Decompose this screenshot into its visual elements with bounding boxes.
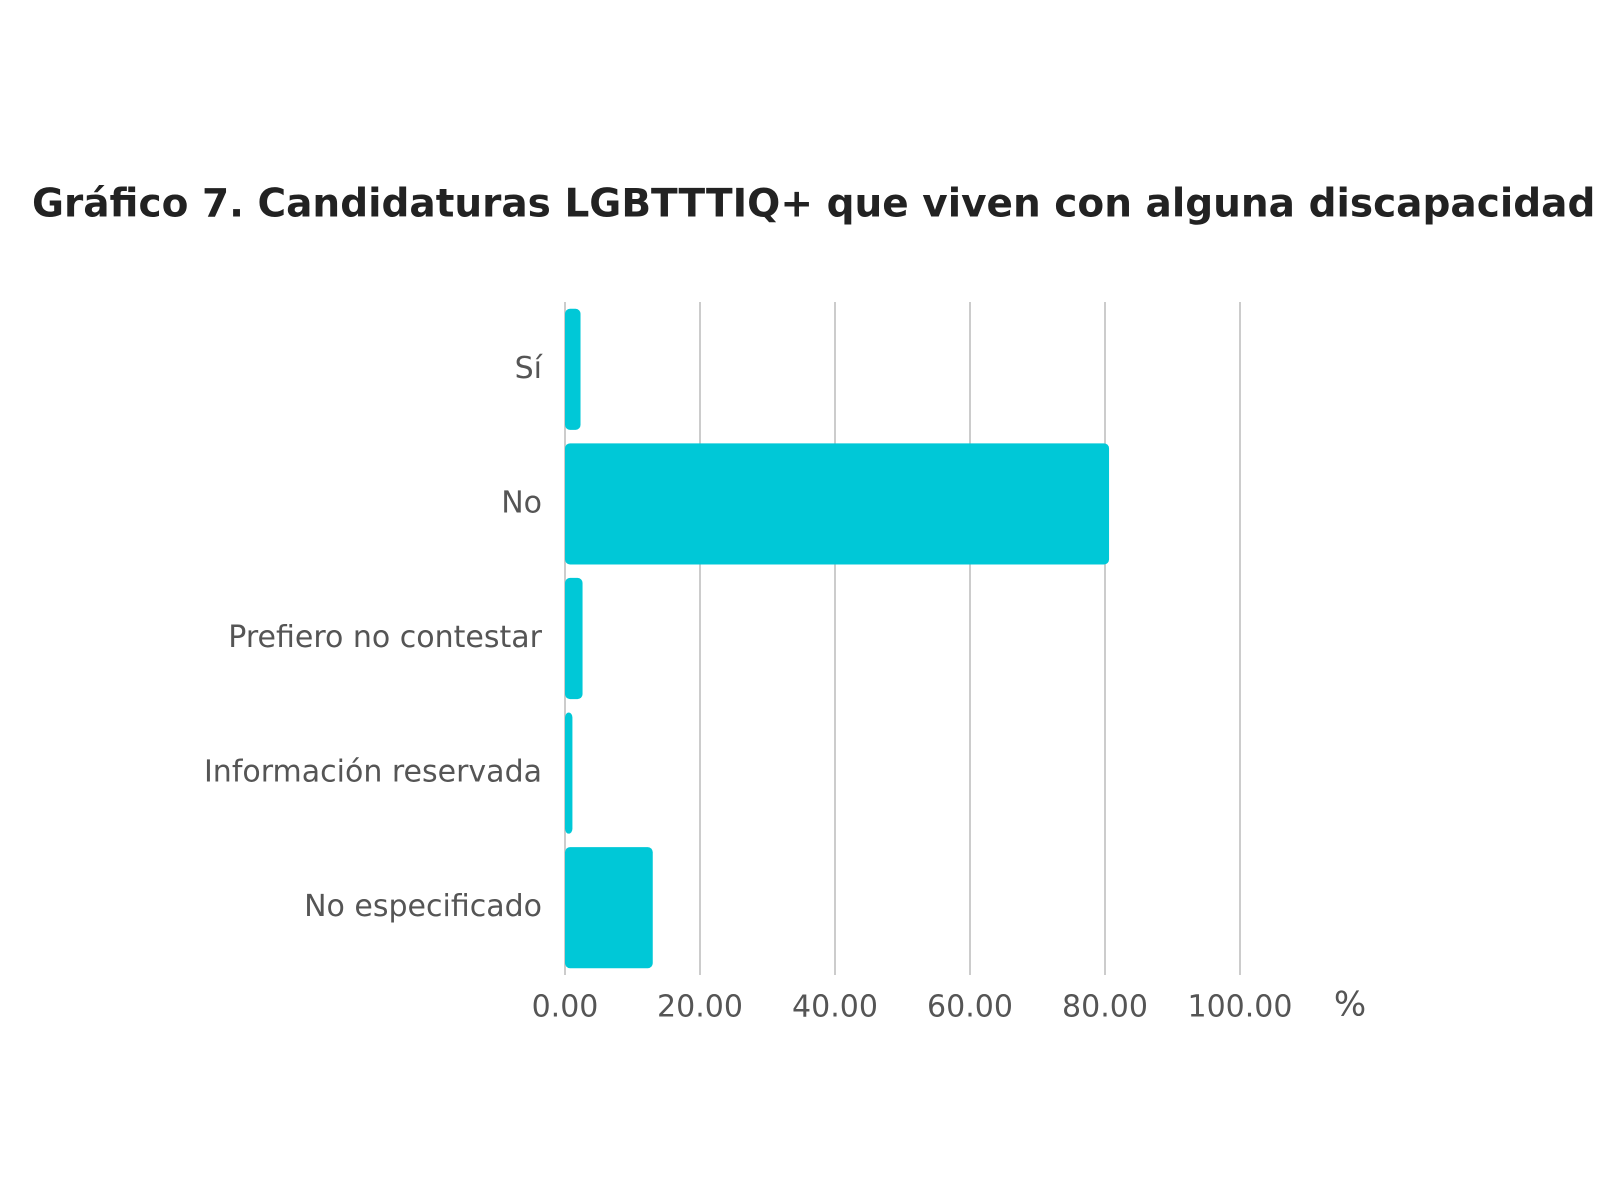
x-tick-label: 60.00	[927, 990, 1013, 1025]
x-tick-label: 100.00	[1188, 990, 1293, 1025]
y-tick-label: Sí	[515, 351, 544, 386]
bar	[565, 308, 581, 430]
y-tick-label: No	[501, 485, 542, 520]
chart-title: Gráfico 7. Candidaturas LGBTTTIQ+ que vi…	[32, 182, 1595, 227]
y-tick-label: No especificado	[304, 889, 542, 924]
bar	[565, 847, 653, 969]
bar	[565, 712, 573, 834]
y-tick-label: Prefiero no contestar	[228, 620, 542, 655]
x-axis-label: %	[1334, 985, 1366, 1025]
x-tick-label: 40.00	[792, 990, 878, 1025]
y-tick-label: Información reservada	[204, 755, 542, 790]
x-tick-label: 0.00	[532, 990, 599, 1025]
x-tick-label: 20.00	[657, 990, 743, 1025]
bar	[565, 577, 583, 700]
bar	[565, 443, 1110, 565]
x-tick-label: 80.00	[1062, 990, 1148, 1025]
